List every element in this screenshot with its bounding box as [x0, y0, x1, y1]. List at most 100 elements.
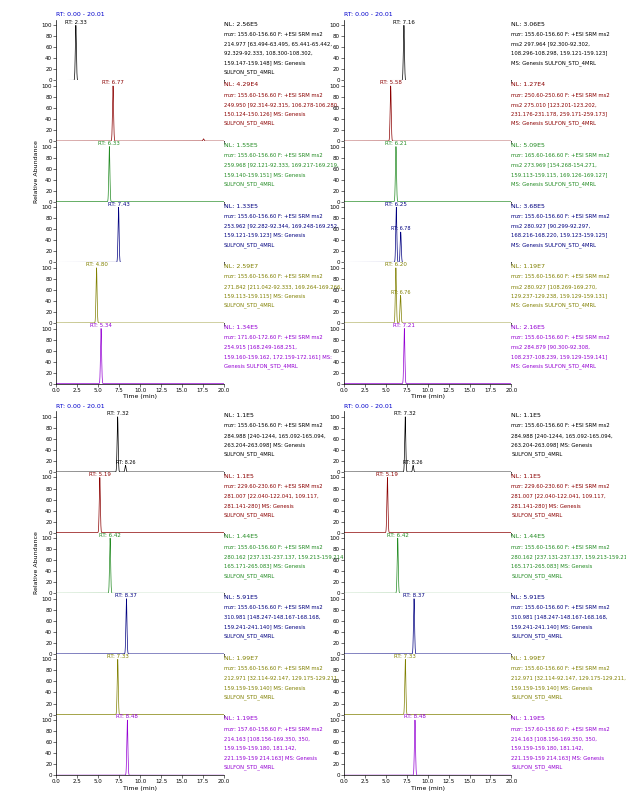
Text: NL: 1.34E5: NL: 1.34E5 — [223, 325, 258, 330]
Text: 212.971 [32.114-92.147, 129.175-129.211,: 212.971 [32.114-92.147, 129.175-129.211, — [223, 676, 339, 680]
Text: NL: 2.56E5: NL: 2.56E5 — [223, 21, 258, 27]
X-axis label: Time (min): Time (min) — [411, 394, 444, 399]
Text: NL: 1.19E7: NL: 1.19E7 — [511, 264, 545, 269]
Text: NL: 3.06E5: NL: 3.06E5 — [511, 21, 545, 27]
Text: NL: 1.33E5: NL: 1.33E5 — [223, 203, 258, 209]
Text: 159.159-159.140] MS: Genesis: 159.159-159.140] MS: Genesis — [223, 685, 305, 690]
Text: 259.968 [92.121-92.333, 169.217-169.219,: 259.968 [92.121-92.333, 169.217-169.219, — [223, 163, 339, 168]
Text: RT: 6.42: RT: 6.42 — [99, 532, 121, 538]
Text: 168.216-168.220, 159.123-159.125]: 168.216-168.220, 159.123-159.125] — [511, 233, 608, 237]
Text: 281.141-280] MS: Genesis: 281.141-280] MS: Genesis — [511, 503, 581, 508]
Text: mzr: 229.60-230.60 F: +ESI SRM ms2: mzr: 229.60-230.60 F: +ESI SRM ms2 — [511, 484, 610, 489]
Text: mzr: 250.60-250.60 F: +ESI SRM ms2: mzr: 250.60-250.60 F: +ESI SRM ms2 — [511, 93, 610, 97]
Text: RT: 6.76: RT: 6.76 — [391, 290, 410, 295]
Text: NL: 1.1E5: NL: 1.1E5 — [223, 474, 254, 479]
Text: NL: 1.55E5: NL: 1.55E5 — [223, 143, 257, 148]
Text: RT: 0.00 - 20.01: RT: 0.00 - 20.01 — [344, 13, 393, 17]
Text: NL: 2.16E5: NL: 2.16E5 — [511, 325, 545, 330]
Text: RT: 8.48: RT: 8.48 — [404, 714, 426, 720]
Text: RT: 8.26: RT: 8.26 — [116, 460, 135, 465]
Text: 284.988 [240-1244, 165.092-165.094,: 284.988 [240-1244, 165.092-165.094, — [223, 433, 326, 438]
Text: SULFON_STD_4MRL: SULFON_STD_4MRL — [511, 452, 563, 457]
Text: mzr: 229.60-230.60 F: +ESI SRM ms2: mzr: 229.60-230.60 F: +ESI SRM ms2 — [223, 484, 322, 489]
Text: NL: 1.19E5: NL: 1.19E5 — [511, 717, 545, 721]
X-axis label: Time (min): Time (min) — [123, 394, 157, 399]
Text: 159.113-159.115, 169.126-169.127]: 159.113-159.115, 169.126-169.127] — [511, 172, 608, 177]
Text: MS: Genesis SULFON_STD_4MRL: MS: Genesis SULFON_STD_4MRL — [511, 242, 597, 248]
Text: mzr: 155.60-156.60 F: +ESI SRM ms2: mzr: 155.60-156.60 F: +ESI SRM ms2 — [511, 335, 610, 340]
Text: RT: 6.42: RT: 6.42 — [387, 532, 409, 538]
Text: ms2 297.964 [92.300-92.302,: ms2 297.964 [92.300-92.302, — [511, 41, 590, 47]
Text: mzr: 155.60-156.60 F: +ESI SRM ms2: mzr: 155.60-156.60 F: +ESI SRM ms2 — [223, 545, 322, 550]
Text: 159.113-159.115] MS: Genesis: 159.113-159.115] MS: Genesis — [223, 293, 305, 298]
Text: MS: Genesis SULFON_STD_4MRL: MS: Genesis SULFON_STD_4MRL — [511, 303, 597, 308]
Text: NL: 2.59E7: NL: 2.59E7 — [223, 264, 258, 269]
Text: RT: 8.37: RT: 8.37 — [403, 593, 425, 598]
Text: NL: 1.1E5: NL: 1.1E5 — [511, 474, 541, 479]
Text: SULFON_STD_4MRL: SULFON_STD_4MRL — [223, 121, 275, 127]
Text: mzr: 155.60-156.60 F: +ESI SRM ms2: mzr: 155.60-156.60 F: +ESI SRM ms2 — [223, 153, 322, 158]
Text: 263.204-263.098] MS: Genesis: 263.204-263.098] MS: Genesis — [223, 442, 305, 447]
Text: RT: 7.32: RT: 7.32 — [106, 411, 128, 416]
Text: mzr: 165.60-166.60 F: +ESI SRM ms2: mzr: 165.60-166.60 F: +ESI SRM ms2 — [511, 153, 610, 158]
Text: mzr: 155.60-156.60 F: +ESI SRM ms2: mzr: 155.60-156.60 F: +ESI SRM ms2 — [223, 32, 322, 37]
Text: NL: 5.91E5: NL: 5.91E5 — [223, 595, 258, 600]
Text: SULFON_STD_4MRL: SULFON_STD_4MRL — [223, 70, 275, 75]
Text: RT: 5.19: RT: 5.19 — [89, 472, 111, 477]
Text: 150.124-150.126] MS: Genesis: 150.124-150.126] MS: Genesis — [223, 112, 305, 116]
Text: 108.237-108.239, 159.129-159.141]: 108.237-108.239, 159.129-159.141] — [511, 354, 608, 359]
Text: 165.171-265.083] MS: Genesis: 165.171-265.083] MS: Genesis — [511, 563, 593, 569]
Text: mzr: 155.60-156.60 F: +ESI SRM ms2: mzr: 155.60-156.60 F: +ESI SRM ms2 — [511, 545, 610, 550]
Text: 254.915 [168.249-168.251,: 254.915 [168.249-168.251, — [223, 345, 297, 350]
Text: mzr: 155.60-156.60 F: +ESI SRM ms2: mzr: 155.60-156.60 F: +ESI SRM ms2 — [223, 214, 322, 219]
Text: MS: Genesis SULFON_STD_4MRL: MS: Genesis SULFON_STD_4MRL — [511, 60, 597, 66]
Text: 159.159-159.180, 181.142,: 159.159-159.180, 181.142, — [223, 745, 296, 751]
Text: mzr: 155.60-156.60 F: +ESI SRM ms2: mzr: 155.60-156.60 F: +ESI SRM ms2 — [223, 605, 322, 611]
Text: mzr: 155.60-156.60 F: +ESI SRM ms2: mzr: 155.60-156.60 F: +ESI SRM ms2 — [511, 32, 610, 37]
Text: RT: 6.20: RT: 6.20 — [385, 263, 407, 267]
Text: SULFON_STD_4MRL: SULFON_STD_4MRL — [511, 513, 563, 518]
Text: 159.147-159.148] MS: Genesis: 159.147-159.148] MS: Genesis — [223, 60, 305, 65]
Text: RT: 7.32: RT: 7.32 — [394, 411, 416, 416]
Text: SULFON_STD_4MRL: SULFON_STD_4MRL — [223, 242, 275, 248]
Text: RT: 4.80: RT: 4.80 — [86, 263, 108, 267]
Text: SULFON_STD_4MRL: SULFON_STD_4MRL — [223, 181, 275, 187]
Text: mzr: 155.60-156.60 F: +ESI SRM ms2: mzr: 155.60-156.60 F: +ESI SRM ms2 — [511, 605, 610, 611]
Text: 159.140-159.151] MS: Genesis: 159.140-159.151] MS: Genesis — [223, 172, 305, 177]
Text: 159.121-159.123] MS: Genesis: 159.121-159.123] MS: Genesis — [223, 233, 305, 237]
Text: SULFON_STD_4MRL: SULFON_STD_4MRL — [223, 303, 275, 308]
Text: RT: 8.26: RT: 8.26 — [403, 460, 423, 465]
Text: mzr: 155.60-156.60 F: +ESI SRM ms2: mzr: 155.60-156.60 F: +ESI SRM ms2 — [223, 274, 322, 279]
Text: RT: 7.33: RT: 7.33 — [394, 654, 416, 659]
Text: SULFON_STD_4MRL: SULFON_STD_4MRL — [223, 513, 275, 518]
Text: NL: 4.29E4: NL: 4.29E4 — [223, 82, 258, 87]
Text: RT: 6.21: RT: 6.21 — [385, 141, 407, 146]
Text: RT: 7.16: RT: 7.16 — [393, 20, 415, 25]
Text: mzr: 155.60-156.60 F: +ESI SRM ms2: mzr: 155.60-156.60 F: +ESI SRM ms2 — [511, 666, 610, 671]
Text: RT: 6.33: RT: 6.33 — [98, 141, 120, 146]
Text: 129.237-129.238, 159.129-159.131]: 129.237-129.238, 159.129-159.131] — [511, 293, 608, 298]
Text: NL: 5.09E5: NL: 5.09E5 — [511, 143, 545, 148]
Text: 271.842 [211.042-92.333, 169.264-169.266,: 271.842 [211.042-92.333, 169.264-169.266… — [223, 284, 342, 289]
Text: 221.159-159 214.163] MS: Genesis: 221.159-159 214.163] MS: Genesis — [223, 755, 317, 760]
Text: 159.241-241.140] MS: Genesis: 159.241-241.140] MS: Genesis — [511, 624, 593, 629]
Text: 280.162 [237.131-237.137, 159.213-159.214,: 280.162 [237.131-237.137, 159.213-159.21… — [223, 554, 345, 559]
Text: NL: 1.99E7: NL: 1.99E7 — [511, 656, 545, 660]
Text: 281.141-280] MS: Genesis: 281.141-280] MS: Genesis — [223, 503, 294, 508]
Text: 214.163 [108.156-169.350, 350,: 214.163 [108.156-169.350, 350, — [223, 736, 310, 741]
Text: MS: Genesis SULFON_STD_4MRL: MS: Genesis SULFON_STD_4MRL — [511, 181, 597, 187]
Text: mzr: 171.60-172.60 F: +ESI SRM ms2: mzr: 171.60-172.60 F: +ESI SRM ms2 — [223, 335, 322, 340]
Text: RT: 0.00 - 20.01: RT: 0.00 - 20.01 — [344, 404, 393, 409]
Text: 263.204-263.098] MS: Genesis: 263.204-263.098] MS: Genesis — [511, 442, 593, 447]
Text: 249.950 [92.314-92.315, 106.278-106.280,: 249.950 [92.314-92.315, 106.278-106.280, — [223, 102, 339, 107]
Text: RT: 8.48: RT: 8.48 — [116, 714, 138, 720]
Text: 281.007 [22.040-122.041, 109.117,: 281.007 [22.040-122.041, 109.117, — [511, 494, 606, 498]
Text: NL: 1.1E5: NL: 1.1E5 — [223, 413, 254, 418]
Text: 310.981 [148.247-148.167-168.168,: 310.981 [148.247-148.167-168.168, — [511, 615, 608, 620]
Text: 214.977 [63.494-63.495, 65.441-65.442,: 214.977 [63.494-63.495, 65.441-65.442, — [223, 41, 332, 47]
Text: ms2 280.927 [108.269-169.270,: ms2 280.927 [108.269-169.270, — [511, 284, 597, 289]
Text: ms2 273.969 [154.268-154.271,: ms2 273.969 [154.268-154.271, — [511, 163, 597, 168]
Text: 159.159-159.180, 181.142,: 159.159-159.180, 181.142, — [511, 745, 584, 751]
Text: NL: 1.27E4: NL: 1.27E4 — [511, 82, 545, 87]
Text: RT: 6.78: RT: 6.78 — [391, 226, 411, 232]
